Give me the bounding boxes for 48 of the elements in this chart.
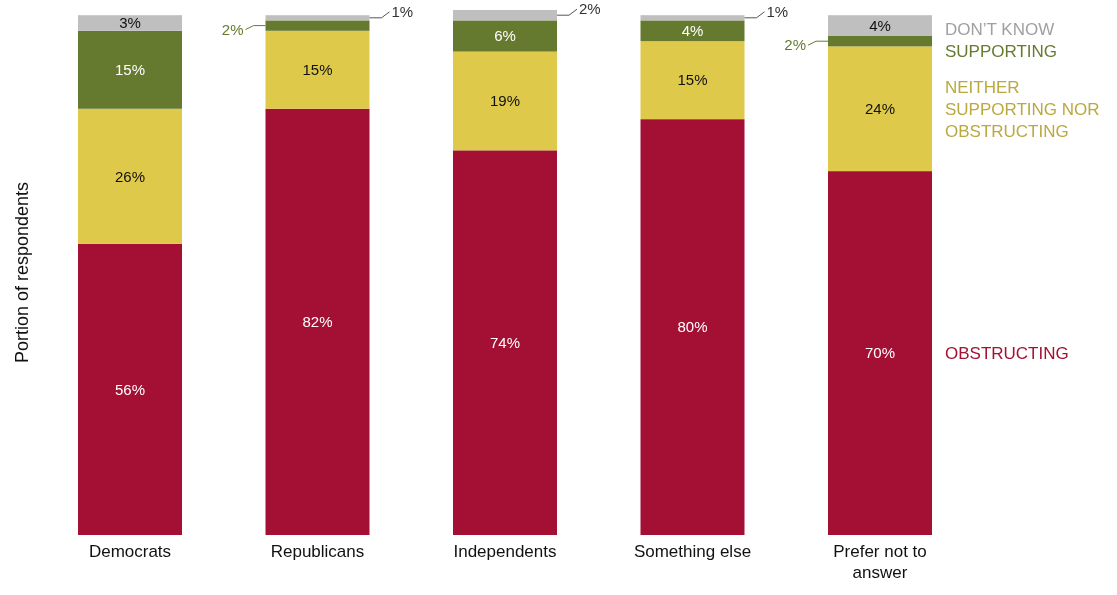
data-label: 26% <box>114 167 146 185</box>
x-tick-label: Democrats <box>88 542 172 561</box>
bar <box>265 108 370 535</box>
bar <box>78 15 182 31</box>
data-label: 3% <box>119 14 141 32</box>
bar <box>453 10 557 21</box>
data-label: 82% <box>302 313 333 331</box>
data-label: 4% <box>869 16 891 34</box>
bar <box>453 20 557 52</box>
y-axis-title: Portion of respondents <box>12 181 32 364</box>
data-label: 15% <box>302 61 333 79</box>
data-label: 15% <box>114 61 146 79</box>
data-label: 24% <box>864 100 896 118</box>
x-tick-label: Prefer not to answer <box>833 542 927 582</box>
data-label: 1% <box>391 3 414 21</box>
data-label: 56% <box>114 380 146 398</box>
data-label: 70% <box>864 344 896 362</box>
bar <box>640 20 745 42</box>
bar <box>78 108 182 244</box>
series-label: SUPPORTING <box>945 41 1058 61</box>
bar <box>828 46 932 172</box>
data-label: 15% <box>677 71 708 89</box>
data-label: 4% <box>681 22 704 40</box>
series-label: DON’T KNOW <box>945 19 1055 39</box>
bar <box>828 15 932 36</box>
bar <box>78 243 182 535</box>
bar <box>78 30 182 109</box>
data-label: 19% <box>489 92 521 110</box>
bar <box>640 41 745 120</box>
bar <box>265 30 370 109</box>
bar <box>453 51 557 151</box>
data-label: 80% <box>677 318 708 336</box>
data-label: 6% <box>494 27 516 45</box>
bar <box>828 171 932 535</box>
bar <box>453 150 557 535</box>
data-label: 2% <box>579 0 601 18</box>
data-label: 74% <box>489 333 521 351</box>
x-tick-label: Independents <box>453 542 557 561</box>
x-tick-label: Republicans <box>270 542 365 561</box>
data-label: 1% <box>766 3 789 21</box>
bar <box>265 15 370 21</box>
x-tick-label: Something else <box>633 542 752 561</box>
bar <box>640 119 745 535</box>
series-label: OBSTRUCTING <box>945 344 1069 364</box>
data-label: 2% <box>221 20 244 38</box>
data-label: 2% <box>784 36 806 54</box>
bar <box>640 15 745 21</box>
series-label: NEITHER SUPPORTING NOR OBSTRUCTING <box>945 77 1100 141</box>
